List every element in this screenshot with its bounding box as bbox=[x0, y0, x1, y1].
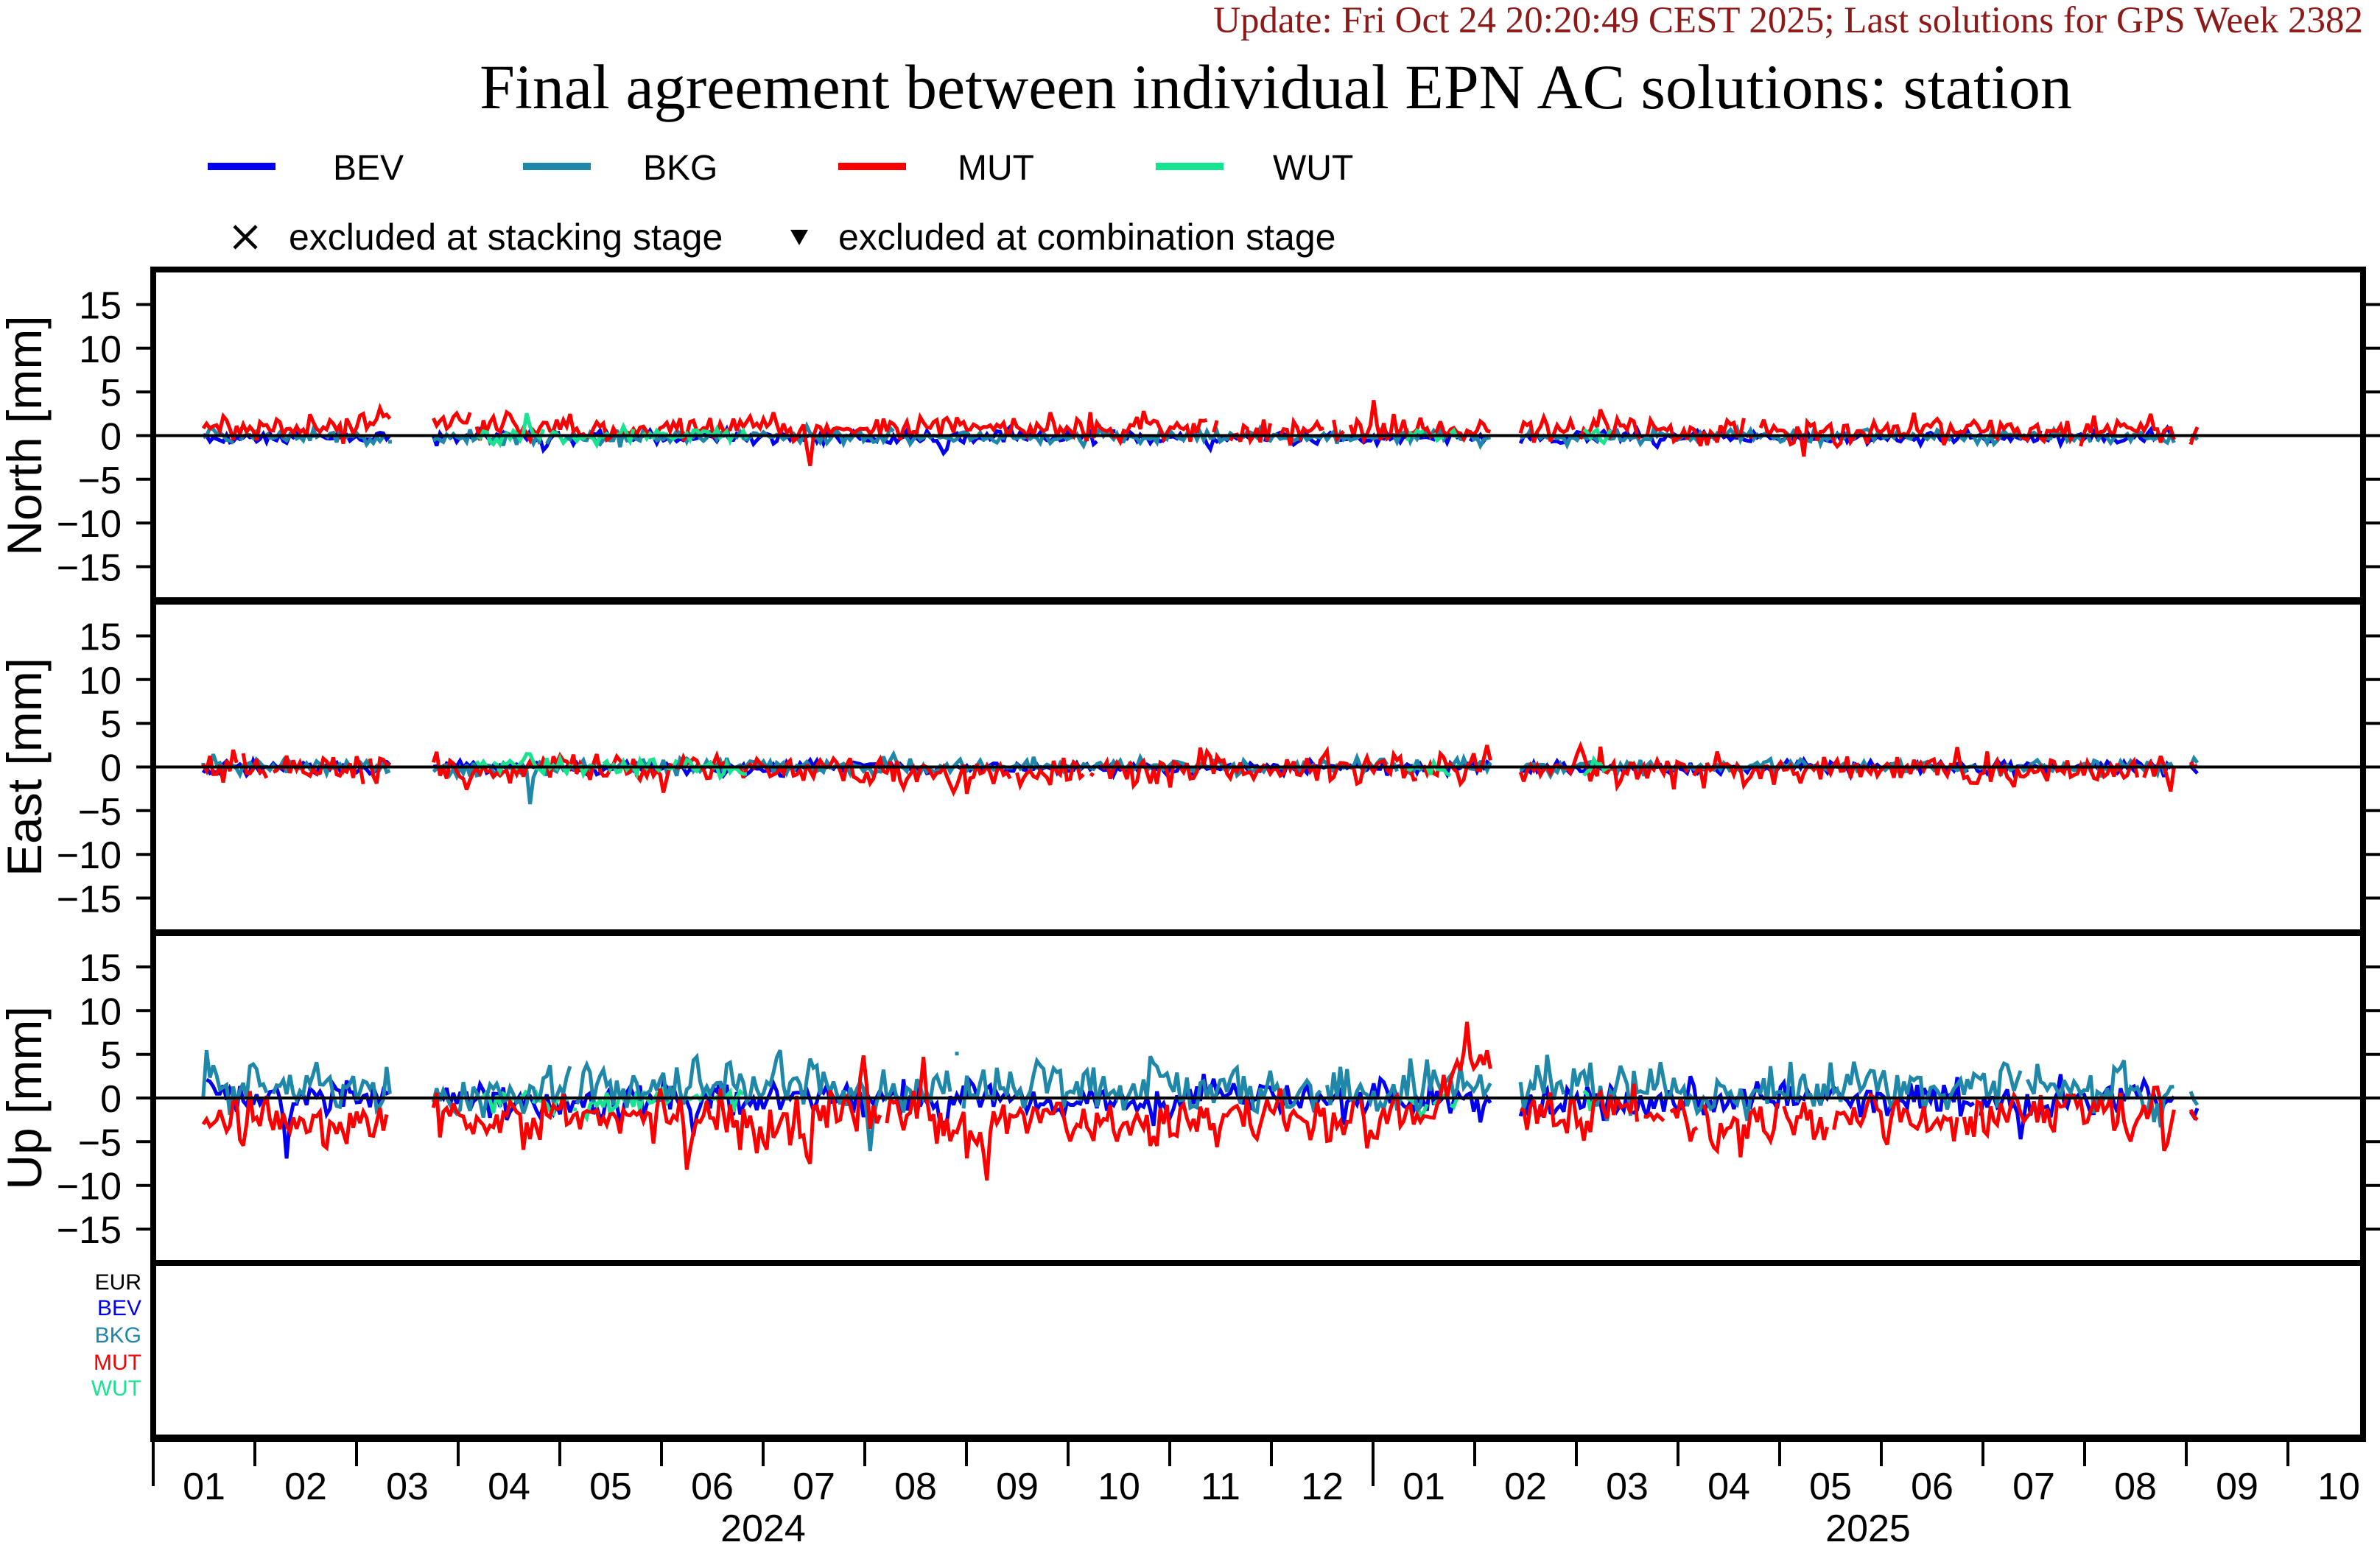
svg-text:−5: −5 bbox=[78, 460, 122, 502]
svg-text:09: 09 bbox=[2216, 1465, 2258, 1508]
svg-text:Update: Fri Oct 24 20:20:49 CE: Update: Fri Oct 24 20:20:49 CEST 2025; L… bbox=[1213, 0, 2363, 41]
svg-text:10: 10 bbox=[79, 990, 122, 1033]
svg-text:10: 10 bbox=[2317, 1465, 2360, 1508]
svg-text:03: 03 bbox=[1606, 1465, 1649, 1508]
svg-text:0: 0 bbox=[100, 747, 122, 790]
svg-text:10: 10 bbox=[79, 328, 122, 371]
svg-text:01: 01 bbox=[183, 1465, 225, 1508]
svg-text:WUT: WUT bbox=[91, 1376, 141, 1401]
svg-text:5: 5 bbox=[100, 372, 122, 415]
svg-text:04: 04 bbox=[488, 1465, 530, 1508]
svg-text:Up [mm]: Up [mm] bbox=[0, 1006, 52, 1189]
svg-text:excluded at stacking stage: excluded at stacking stage bbox=[289, 217, 723, 258]
svg-text:EUR: EUR bbox=[95, 1270, 141, 1295]
svg-text:MUT: MUT bbox=[94, 1351, 141, 1375]
svg-text:MUT: MUT bbox=[958, 149, 1034, 188]
svg-text:07: 07 bbox=[2012, 1465, 2055, 1508]
svg-text:−10: −10 bbox=[57, 1166, 122, 1208]
svg-text:5: 5 bbox=[100, 1035, 122, 1077]
svg-text:0: 0 bbox=[100, 416, 122, 459]
svg-text:05: 05 bbox=[589, 1465, 632, 1508]
svg-text:10: 10 bbox=[79, 660, 122, 703]
svg-text:08: 08 bbox=[894, 1465, 937, 1508]
svg-text:0: 0 bbox=[100, 1078, 122, 1121]
svg-text:−15: −15 bbox=[57, 879, 122, 921]
svg-text:2024: 2024 bbox=[720, 1507, 806, 1545]
svg-text:BKG: BKG bbox=[95, 1323, 141, 1348]
svg-text:BKG: BKG bbox=[643, 149, 717, 188]
svg-text:06: 06 bbox=[691, 1465, 734, 1508]
svg-text:09: 09 bbox=[996, 1465, 1039, 1508]
svg-text:WUT: WUT bbox=[1273, 149, 1353, 188]
svg-text:Final agreement between indivi: Final agreement between individual EPN A… bbox=[480, 52, 2072, 122]
svg-text:02: 02 bbox=[284, 1465, 327, 1508]
svg-text:02: 02 bbox=[1504, 1465, 1547, 1508]
svg-text:11: 11 bbox=[1201, 1465, 1240, 1508]
svg-text:BEV: BEV bbox=[97, 1296, 141, 1320]
svg-text:−10: −10 bbox=[57, 503, 122, 546]
svg-text:12: 12 bbox=[1301, 1465, 1344, 1508]
svg-text:05: 05 bbox=[1809, 1465, 1852, 1508]
svg-text:−10: −10 bbox=[57, 834, 122, 877]
svg-text:East [mm]: East [mm] bbox=[0, 658, 52, 876]
svg-text:2025: 2025 bbox=[1825, 1507, 1911, 1545]
svg-text:15: 15 bbox=[79, 616, 122, 659]
svg-text:−15: −15 bbox=[57, 547, 122, 590]
svg-text:−5: −5 bbox=[78, 791, 122, 834]
svg-text:excluded at combination stage: excluded at combination stage bbox=[838, 217, 1335, 258]
svg-text:04: 04 bbox=[1707, 1465, 1750, 1508]
svg-text:01: 01 bbox=[1403, 1465, 1445, 1508]
svg-text:06: 06 bbox=[1911, 1465, 1954, 1508]
svg-text:5: 5 bbox=[100, 703, 122, 746]
svg-text:10: 10 bbox=[1098, 1465, 1140, 1508]
svg-text:−5: −5 bbox=[78, 1122, 122, 1164]
svg-text:North [mm]: North [mm] bbox=[0, 315, 52, 555]
svg-text:08: 08 bbox=[2114, 1465, 2157, 1508]
svg-text:07: 07 bbox=[793, 1465, 835, 1508]
svg-text:BEV: BEV bbox=[333, 149, 404, 188]
svg-text:15: 15 bbox=[79, 285, 122, 328]
svg-text:03: 03 bbox=[386, 1465, 429, 1508]
svg-text:−15: −15 bbox=[57, 1209, 122, 1252]
svg-text:15: 15 bbox=[79, 947, 122, 990]
